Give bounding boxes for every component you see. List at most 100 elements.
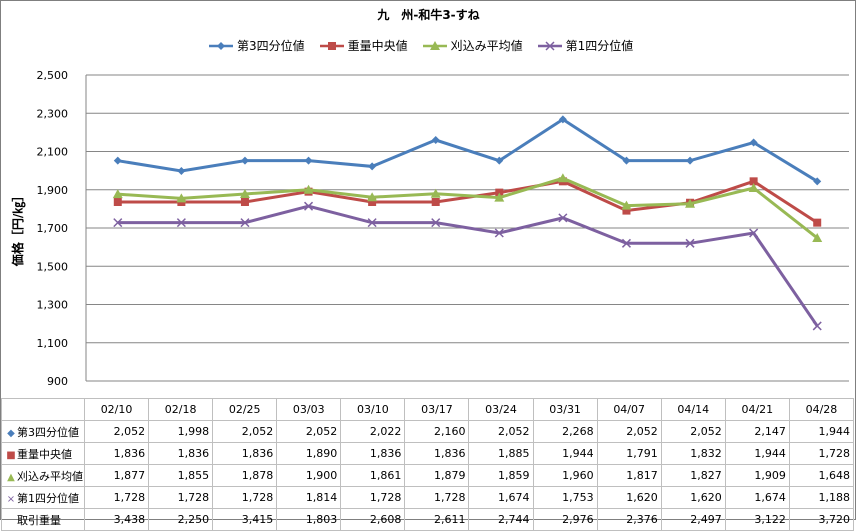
y-tick-label: 2,100 [37,146,69,159]
table-cell: 1,960 [532,464,598,487]
data-point [749,138,758,147]
table-cell: 2,497 [660,508,726,531]
data-point [429,40,440,50]
table-cell: 1,885 [468,442,534,465]
table-cell: 2,147 [724,420,790,443]
data-point [813,177,822,186]
data-point [431,197,440,206]
data-point [176,193,187,203]
x-tick-label: 03/10 [340,398,406,421]
data-point [240,156,249,165]
legend-item: 重量中央値 [319,37,408,54]
table-cell: 1,836 [340,442,406,465]
y-tick-label: 1,500 [37,260,69,273]
table-cell: 1,791 [596,442,662,465]
data-point [176,218,186,228]
legend-item: 刈込み平均値 [422,37,523,54]
data-point [304,156,313,165]
y-tick-label: 1,300 [37,299,69,312]
legend-item: 第3四分位値 [208,37,305,54]
x-tick-label: 04/21 [724,398,790,421]
table-cell: 1,620 [596,486,662,509]
data-point [240,218,250,228]
row-marker-icon: ▲ [7,471,15,483]
table-cell: 2,052 [660,420,726,443]
legend-label: 第1四分位値 [565,39,634,53]
row-marker-icon: × [6,493,16,505]
table-cell: 1,620 [660,486,726,509]
y-tick-label: 2,500 [37,69,69,82]
table-row: ■重量中央値 1,836 1,836 1,836 1,890 1,836 1,836 1,88… [1,442,855,465]
table-cell: 2,268 [532,420,598,443]
data-point [622,206,631,215]
table-cell: 1,832 [660,442,726,465]
data-point [431,136,440,145]
legend-item: 第1四分位値 [537,37,634,54]
series-line [117,117,818,183]
data-point [685,198,696,208]
series-line [117,176,819,240]
table-cell: 2,052 [468,420,534,443]
table-cell: 1,648 [788,464,855,487]
series-line [117,179,819,224]
row-marker-icon: ■ [6,449,16,461]
table-cell: 1,728 [340,486,406,509]
data-point [431,218,441,228]
legend-swatch-icon [319,41,344,50]
table-cell: 1,728 [212,486,278,509]
table-cell: 1,944 [788,420,855,443]
data-point [749,177,758,186]
table-cell: 1,728 [788,442,855,465]
data-point [813,218,822,227]
table-cell: 1,944 [532,442,598,465]
data-point [367,218,377,228]
table-cell: 2,376 [596,508,662,531]
table-cell: 2,250 [148,508,214,531]
x-tick-label: 04/28 [788,398,855,421]
data-point [239,188,250,198]
table-cell: 2,160 [404,420,470,443]
data-point [217,41,225,50]
data-table: 02/10 02/18 02/25 03/03 03/10 03/17 03/24 03/31… [1,398,855,531]
data-point [113,197,122,206]
data-point [494,228,504,238]
table-cell: 1,836 [212,442,278,465]
x-tick-label: 04/07 [596,398,662,421]
table-cell: 1,909 [724,464,790,487]
data-point [686,156,695,165]
table-cell: 1,817 [596,464,662,487]
data-point [812,321,822,331]
table-row: 取引重量 3,438 2,250 3,415 1,803 2,608 2,611 2,744 2… [1,508,855,531]
data-point [558,213,568,223]
data-point [240,197,249,206]
table-cell: 2,052 [212,420,278,443]
table-cell: 3,720 [788,508,855,531]
data-point [495,156,504,165]
table-cell: 2,052 [596,420,662,443]
table-cell: 1,836 [148,442,214,465]
data-point [622,156,631,165]
table-cell: 2,052 [276,420,342,443]
table-cell: 1,728 [404,486,470,509]
x-tick-label: 02/10 [83,398,150,421]
legend-swatch-icon [209,41,233,50]
data-point [368,162,377,171]
table-cell: 1,900 [276,464,342,487]
table-cell: 1,861 [340,464,406,487]
table-cell: 1,836 [83,442,150,465]
series-line [117,204,819,327]
data-point [112,189,123,199]
table-cell: 1,803 [276,508,342,531]
data-point [621,200,632,210]
x-tick-label: 02/18 [148,398,214,421]
data-point [327,41,336,50]
x-tick-label: 03/24 [468,398,534,421]
x-tick-label: 04/14 [660,398,726,421]
legend-label: 刈込み平均値 [450,39,523,53]
table-cell: 1,728 [148,486,214,509]
legend-label: 第3四分位値 [237,39,305,53]
legend: 第3四分位値 重量中央値 刈込み平均値 第1四分位値 [208,37,633,54]
plot-area: 900 1,100 1,300 1,500 1,700 1,900 2,100 2,300 2,… [10,69,849,388]
table-row-label: × 第1四分位値 [1,486,85,509]
data-point [748,183,759,193]
